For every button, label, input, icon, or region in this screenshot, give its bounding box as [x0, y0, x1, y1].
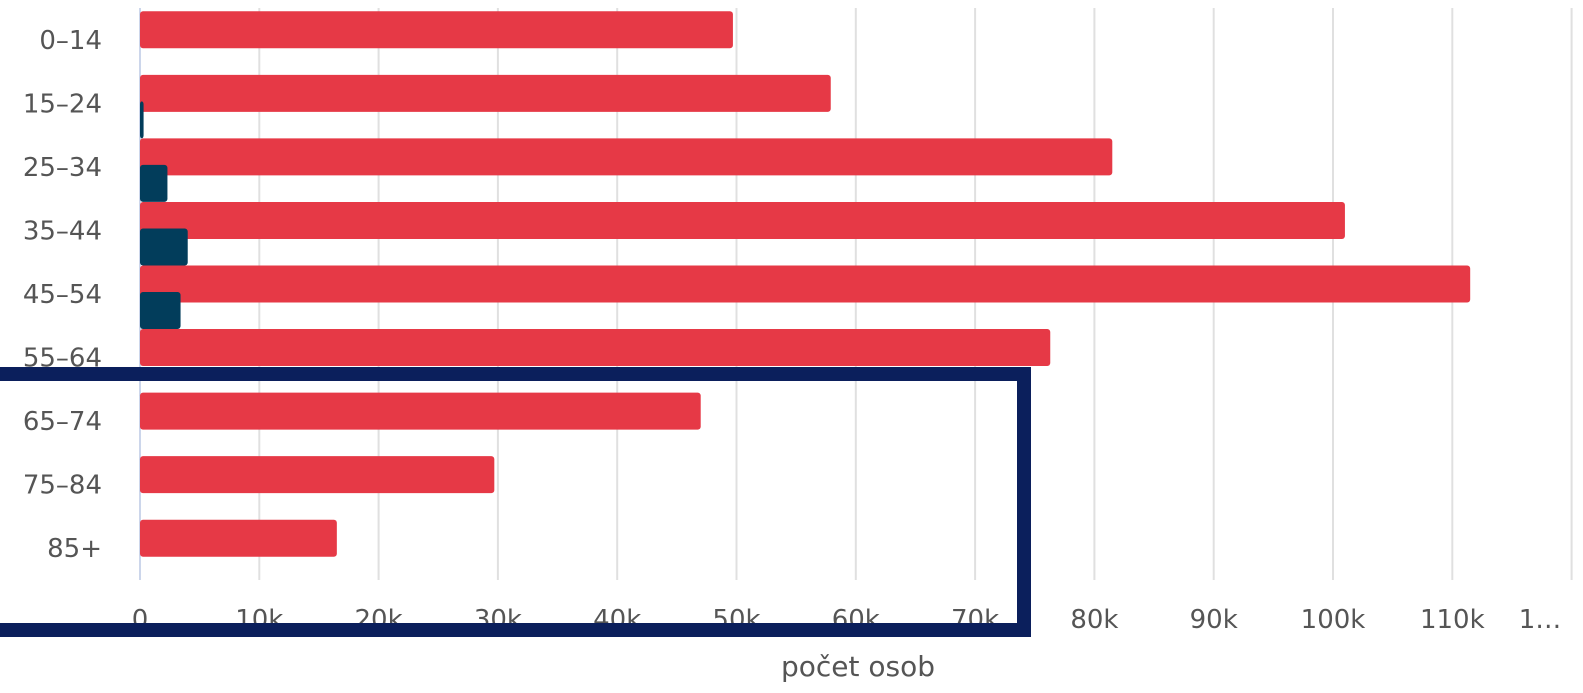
bar-series2	[140, 228, 188, 266]
bar-series2	[140, 292, 181, 329]
bar-series1	[140, 329, 1051, 367]
bar-series1	[140, 392, 701, 430]
bar-series1	[140, 138, 1113, 176]
bar-series2	[140, 164, 168, 202]
category-label: 0–14	[39, 26, 102, 56]
category-label: 85+	[47, 534, 102, 564]
bar-series1	[140, 456, 495, 494]
x-axis-title: počet osob	[781, 650, 935, 683]
bar-series1	[140, 265, 1471, 303]
bar-series1	[140, 11, 733, 49]
x-tick-label: 1…	[1519, 605, 1562, 635]
category-label: 75–84	[23, 471, 102, 501]
bar-series1	[140, 74, 831, 112]
x-tick-label: 110k	[1420, 605, 1485, 635]
category-label: 65–74	[23, 407, 102, 437]
x-tick-label: 100k	[1301, 605, 1366, 635]
bar-series1	[140, 519, 337, 557]
x-tick-label: 80k	[1070, 605, 1118, 635]
x-tick-label: 90k	[1190, 605, 1238, 635]
category-label: 25–34	[23, 153, 102, 183]
bar-series1	[140, 201, 1345, 239]
bar-series2	[140, 101, 144, 139]
category-label: 35–44	[23, 216, 102, 246]
category-label: 45–54	[23, 280, 102, 310]
highlight-box	[0, 367, 1031, 637]
category-label: 15–24	[23, 89, 102, 119]
